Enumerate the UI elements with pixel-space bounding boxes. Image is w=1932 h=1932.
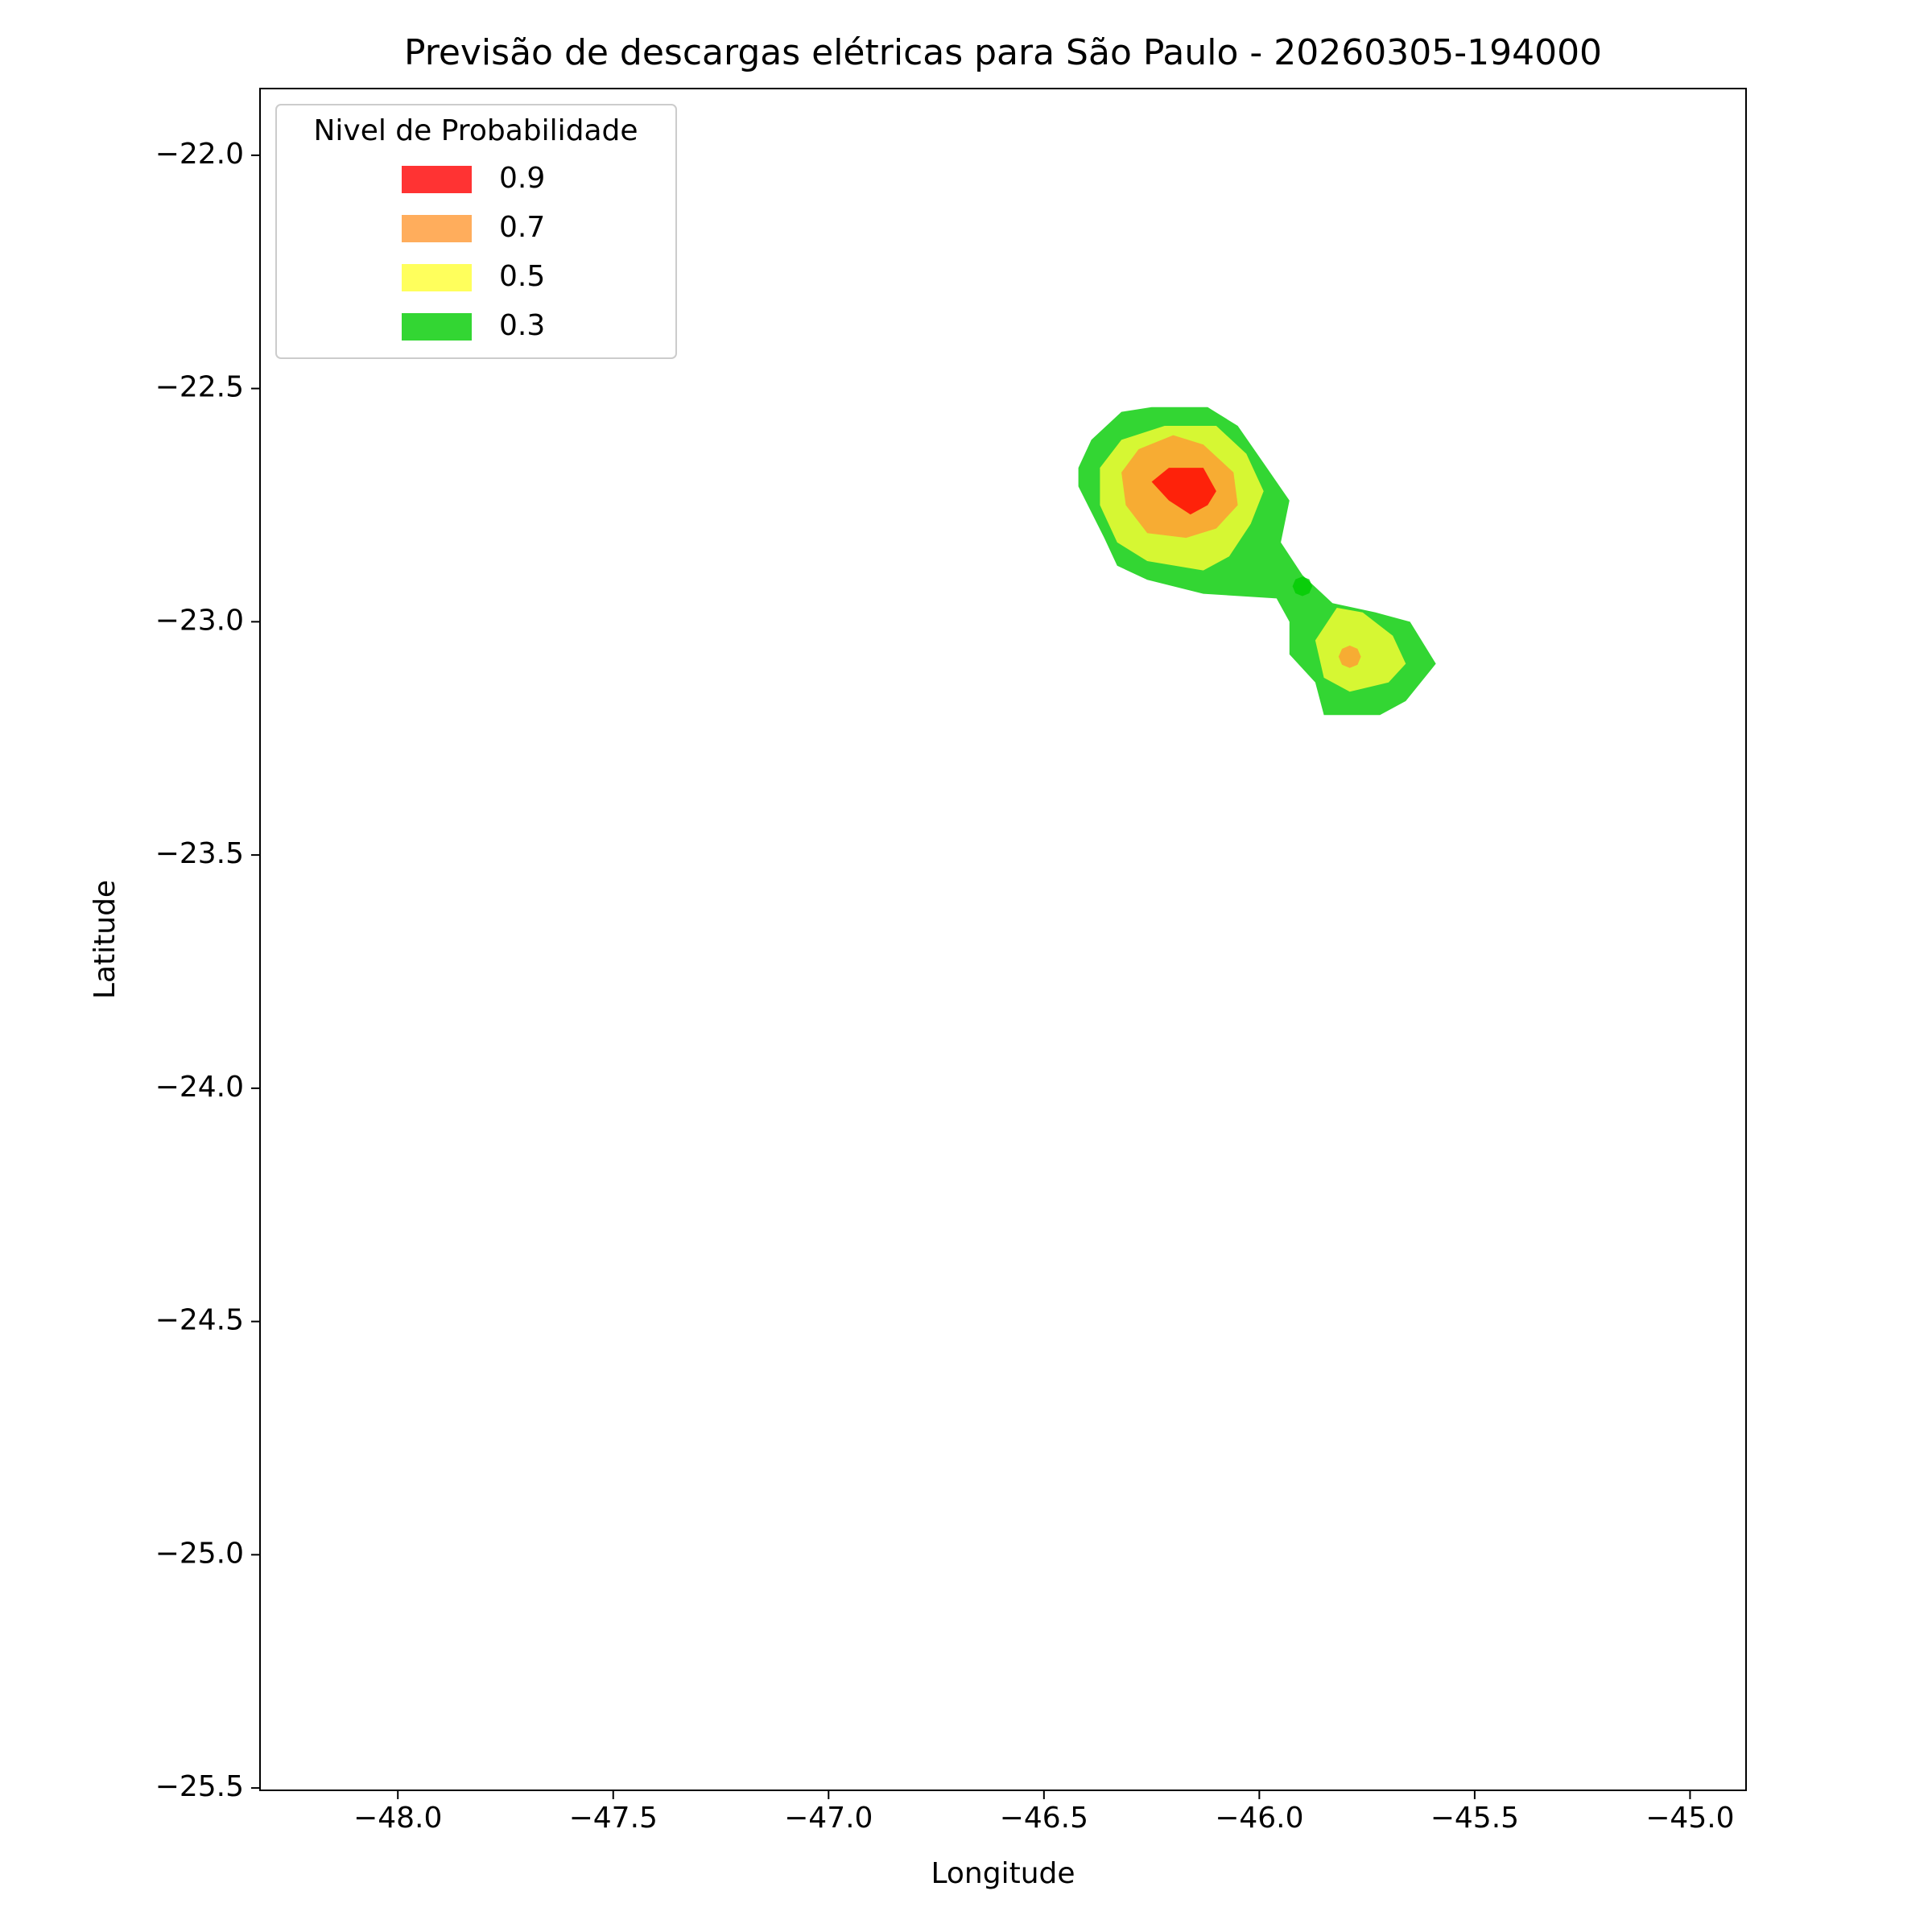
contour-region — [1338, 645, 1361, 668]
legend-swatch — [402, 215, 472, 242]
y-tick-label: −23.5 — [155, 837, 244, 870]
legend-label: 0.3 — [499, 309, 545, 342]
y-tick-label: −22.0 — [155, 138, 244, 171]
x-axis-label: Longitude — [931, 1857, 1075, 1890]
plot-frame — [259, 88, 1747, 1791]
legend-label: 0.7 — [499, 211, 545, 244]
y-tick-label: −22.5 — [155, 371, 244, 404]
x-tick-label: −46.5 — [1000, 1802, 1088, 1835]
x-tick-label: −47.5 — [569, 1802, 658, 1835]
legend-swatch — [402, 166, 472, 193]
x-tick-label: −47.0 — [784, 1802, 873, 1835]
y-tick-label: −23.0 — [155, 604, 244, 637]
y-tick-label: −25.5 — [155, 1770, 244, 1803]
contour-region — [1151, 468, 1216, 515]
legend-box — [275, 104, 677, 359]
contour-region — [1315, 608, 1406, 692]
y-tick-label: −25.0 — [155, 1537, 244, 1570]
y-tick-label: −24.5 — [155, 1304, 244, 1337]
legend-swatch — [402, 264, 472, 291]
x-tick-label: −45.5 — [1430, 1802, 1519, 1835]
x-tick-label: −46.0 — [1215, 1802, 1303, 1835]
legend-title: Nivel de Probabilidade — [313, 114, 638, 147]
x-tick-label: −48.0 — [353, 1802, 442, 1835]
chart-title: Previsão de descargas elétricas para São… — [404, 32, 1602, 73]
x-tick-label: −45.0 — [1645, 1802, 1734, 1835]
y-axis-label: Latitude — [89, 880, 122, 999]
y-tick-label: −24.0 — [155, 1071, 244, 1104]
legend-label: 0.9 — [499, 162, 545, 195]
legend-label: 0.5 — [499, 260, 545, 293]
contour-region — [1292, 576, 1313, 597]
legend-swatch — [402, 313, 472, 341]
